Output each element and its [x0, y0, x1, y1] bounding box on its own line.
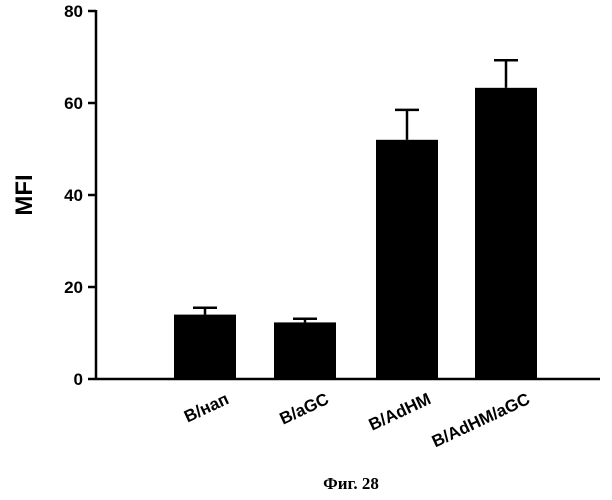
category-labels: B/нап B/aGC B/AdHMB/AdHM/aGC [181, 389, 533, 451]
bar [274, 322, 336, 379]
y-ticks: 0 20 40 60 80 [64, 2, 96, 389]
bar [376, 140, 438, 379]
figure-caption: Фиг. 28 [323, 474, 379, 493]
y-axis-label: MFI [11, 174, 38, 215]
y-tick-label: 40 [64, 186, 83, 205]
error-bars [193, 60, 518, 322]
x-tick-label: B/AdHM/aGC [429, 389, 533, 451]
bar [174, 315, 236, 379]
y-tick-label: 0 [74, 370, 83, 389]
x-tick-label: B/aGC [277, 389, 332, 428]
bars [174, 88, 537, 379]
y-tick-label: 20 [64, 278, 83, 297]
y-tick-label: 60 [64, 94, 83, 113]
bar [475, 88, 537, 379]
y-tick-label: 80 [64, 2, 83, 21]
x-tick-label: B/AdHM [366, 389, 434, 434]
x-tick-label: B/нап [181, 389, 232, 426]
